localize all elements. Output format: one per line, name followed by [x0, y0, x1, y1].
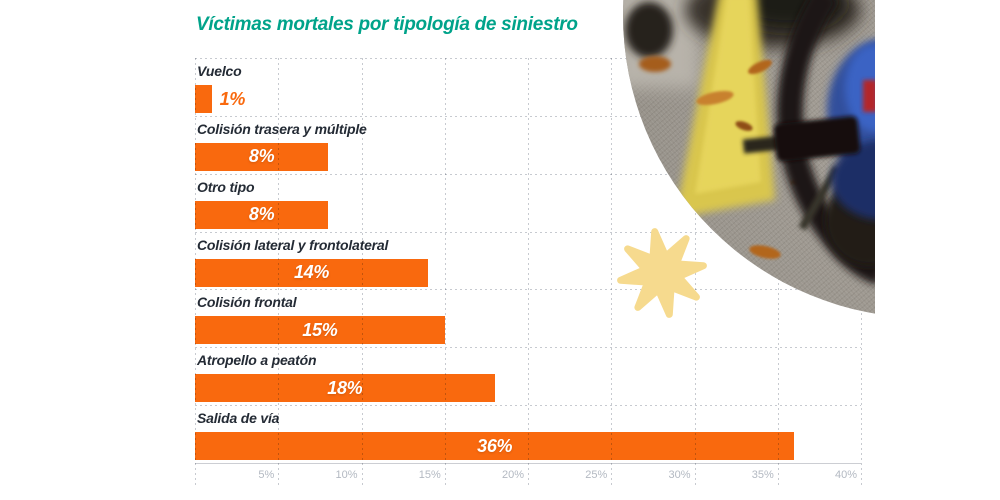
category-label: Vuelco: [197, 63, 242, 79]
road-photo: [620, 0, 875, 320]
value-label: 15%: [302, 319, 338, 340]
star-icon: [617, 228, 707, 318]
category-label: Colisión trasera y múltiple: [197, 120, 367, 137]
x-tick-label: 35%: [751, 469, 774, 481]
category-label: Salida de vía: [197, 410, 280, 427]
x-tick-label: 10%: [335, 469, 358, 481]
bar: 36%: [195, 432, 795, 461]
x-tick-label: 15%: [418, 469, 441, 481]
value-label: 14%: [293, 262, 330, 283]
x-tick-label: 25%: [585, 469, 608, 481]
x-tick-label: 20%: [501, 469, 524, 481]
value-label: 8%: [248, 146, 275, 167]
road-photo-circle: [623, 0, 875, 318]
gridline-row-separator: [195, 405, 861, 407]
value-label: 1%: [219, 89, 246, 109]
category-label: Otro tipo: [197, 178, 255, 195]
bar: 15%: [195, 316, 445, 345]
bar: [195, 85, 212, 113]
x-tick-label: 40%: [834, 469, 857, 481]
bar: 8%: [195, 142, 329, 171]
chart-title: Víctimas mortales por tipología de sinie…: [196, 14, 578, 35]
category-label: Colisión lateral y frontolateral: [197, 236, 389, 253]
bar: 18%: [195, 374, 495, 403]
bar: 14%: [195, 258, 429, 287]
x-tick-label: 30%: [668, 469, 691, 481]
category-label: Colisión frontal: [197, 294, 297, 311]
bar: 8%: [195, 200, 329, 229]
value-label: 36%: [477, 435, 513, 456]
category-label: Atropello a peatón: [197, 352, 317, 369]
gridline-row-separator: [195, 347, 861, 349]
value-label: 18%: [327, 377, 363, 398]
x-axis-line: [195, 463, 861, 464]
x-tick-label: 5%: [258, 469, 275, 481]
gridline-vertical: [528, 58, 529, 486]
gridline-vertical: [444, 58, 446, 486]
value-label: 8%: [248, 204, 275, 225]
road-photo-scene: [623, 0, 875, 284]
